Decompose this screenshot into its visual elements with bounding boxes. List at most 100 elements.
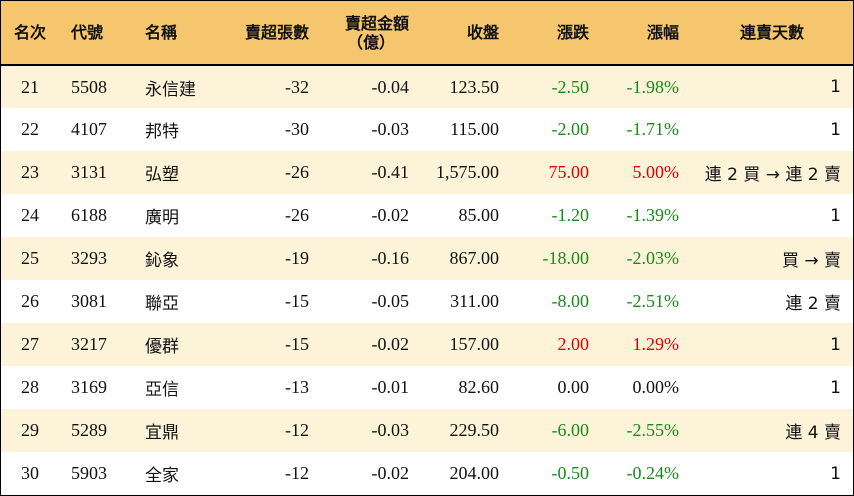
table-row[interactable]: 29 5289 宜鼎 -12 -0.03 229.50 -6.00 -2.55% 連 4 賣 (1, 409, 853, 452)
cell-net-sell-amount: -0.16 (371, 248, 410, 268)
cell-streak: 1 (830, 119, 841, 140)
cell-rank: 25 (21, 248, 39, 268)
cell-rank: 27 (21, 334, 39, 354)
cell-net-sell-lots: -12 (285, 463, 309, 483)
cell-name: 優群 (145, 337, 179, 357)
header-name[interactable]: 名稱 (133, 1, 221, 66)
cell-close: 85.00 (458, 205, 500, 225)
cell-name: 全家 (145, 466, 179, 486)
cell-code: 5289 (71, 420, 107, 440)
cell-change-pct: 5.00% (632, 162, 680, 182)
cell-change: 75.00 (548, 162, 590, 182)
cell-close: 204.00 (449, 463, 500, 483)
cell-close: 1,575.00 (436, 162, 499, 182)
cell-rank: 29 (21, 420, 39, 440)
cell-close: 229.50 (449, 420, 500, 440)
cell-net-sell-lots: -19 (285, 248, 309, 268)
cell-streak: 1 (830, 77, 841, 97)
header-net-sell-amount[interactable]: 賣超金額 （億） (321, 1, 421, 66)
header-change-pct[interactable]: 漲幅 (601, 1, 691, 66)
header-net-sell-lots[interactable]: 賣超張數 (221, 1, 321, 66)
header-row: 名次 代號 名稱 賣超張數 賣超金額 （億） 收盤 漲跌 漲幅 連賣天數 (1, 1, 853, 66)
cell-streak: 連 2 買 → 連 2 賣 (704, 165, 841, 185)
cell-code: 6188 (71, 205, 107, 225)
cell-name: 聯亞 (145, 294, 179, 314)
cell-change-pct: -2.55% (626, 420, 680, 440)
cell-change: -18.00 (542, 248, 590, 268)
cell-code: 3131 (71, 162, 107, 182)
cell-name: 鈊象 (145, 251, 179, 271)
table-body: 21 5508 永信建 -32 -0.04 123.50 -2.50 -1.98% 1 22 410… (1, 65, 853, 495)
cell-rank: 30 (21, 463, 39, 483)
header-rank[interactable]: 名次 (1, 1, 59, 66)
cell-net-sell-amount: -0.02 (371, 463, 410, 483)
header-net-sell-amount-line2: （億） (346, 32, 395, 52)
cell-streak: 1 (830, 334, 841, 355)
cell-code: 5903 (71, 463, 107, 483)
cell-net-sell-amount: -0.02 (371, 334, 410, 354)
cell-code: 3217 (71, 334, 107, 354)
cell-net-sell-lots: -12 (285, 420, 309, 440)
cell-name: 弘塑 (145, 165, 179, 185)
table-row[interactable]: 28 3169 亞信 -13 -0.01 82.60 0.00 0.00% 1 (1, 366, 853, 409)
cell-change: -2.50 (551, 76, 590, 97)
table-header: 名次 代號 名稱 賣超張數 賣超金額 （億） 收盤 漲跌 漲幅 連賣天數 (1, 1, 853, 66)
cell-code: 4107 (71, 119, 107, 139)
table-row[interactable]: 21 5508 永信建 -32 -0.04 123.50 -2.50 -1.98% 1 (1, 65, 853, 108)
cell-net-sell-lots: -26 (285, 205, 309, 225)
cell-net-sell-lots: -32 (285, 76, 309, 97)
cell-change: 0.00 (557, 377, 590, 397)
header-streak[interactable]: 連賣天數 (691, 1, 853, 66)
header-close[interactable]: 收盤 (421, 1, 511, 66)
cell-net-sell-amount: -0.03 (371, 420, 410, 440)
cell-change-pct: -2.51% (626, 291, 680, 311)
cell-rank: 22 (21, 119, 39, 139)
cell-change-pct: -1.39% (626, 205, 680, 225)
cell-net-sell-lots: -30 (285, 119, 309, 139)
cell-name: 邦特 (145, 122, 179, 142)
cell-close: 123.50 (449, 76, 500, 97)
cell-streak: 連 2 賣 (785, 294, 841, 314)
cell-code: 3081 (71, 291, 107, 311)
cell-net-sell-amount: -0.02 (371, 205, 410, 225)
cell-change: -0.50 (551, 463, 590, 483)
table-row[interactable]: 23 3131 弘塑 -26 -0.41 1,575.00 75.00 5.00% 連 2 買 … (1, 151, 853, 194)
cell-rank: 21 (21, 76, 39, 97)
cell-streak: 1 (830, 377, 841, 398)
table-row[interactable]: 24 6188 廣明 -26 -0.02 85.00 -1.20 -1.39% 1 (1, 194, 853, 237)
cell-change: -8.00 (551, 291, 590, 311)
cell-change: -1.20 (551, 205, 590, 225)
cell-net-sell-amount: -0.05 (371, 291, 410, 311)
cell-net-sell-amount: -0.41 (371, 162, 410, 182)
cell-close: 867.00 (449, 248, 500, 268)
table-row[interactable]: 26 3081 聯亞 -15 -0.05 311.00 -8.00 -2.51% 連 2 賣 (1, 280, 853, 323)
cell-change: -2.00 (551, 119, 590, 139)
cell-code: 5508 (71, 76, 107, 97)
cell-change-pct: -2.03% (626, 248, 680, 268)
table-row[interactable]: 25 3293 鈊象 -19 -0.16 867.00 -18.00 -2.03% 買 → 賣 (1, 237, 853, 280)
header-code[interactable]: 代號 (59, 1, 133, 66)
cell-net-sell-lots: -15 (285, 291, 309, 311)
cell-change-pct: 1.29% (632, 334, 680, 354)
header-net-sell-amount-line1: 賣超金額 (344, 13, 409, 33)
cell-change-pct: -1.98% (626, 76, 680, 97)
table-row[interactable]: 22 4107 邦特 -30 -0.03 115.00 -2.00 -1.71% 1 (1, 108, 853, 151)
cell-name: 永信建 (145, 79, 196, 100)
cell-close: 115.00 (450, 119, 499, 139)
cell-change-pct: -1.71% (626, 119, 680, 139)
cell-streak: 1 (830, 463, 841, 484)
cell-change-pct: -0.24% (626, 463, 680, 483)
cell-change-pct: 0.00% (632, 377, 680, 397)
cell-net-sell-amount: -0.01 (371, 377, 410, 397)
cell-rank: 28 (21, 377, 39, 397)
cell-close: 311.00 (450, 291, 499, 311)
header-change[interactable]: 漲跌 (511, 1, 601, 66)
cell-close: 82.60 (458, 377, 500, 397)
cell-net-sell-amount: -0.03 (371, 119, 410, 139)
table-row[interactable]: 30 5903 全家 -12 -0.02 204.00 -0.50 -0.24% 1 (1, 452, 853, 495)
cell-net-sell-lots: -26 (285, 162, 309, 182)
cell-rank: 26 (21, 291, 39, 311)
table-row[interactable]: 27 3217 優群 -15 -0.02 157.00 2.00 1.29% 1 (1, 323, 853, 366)
